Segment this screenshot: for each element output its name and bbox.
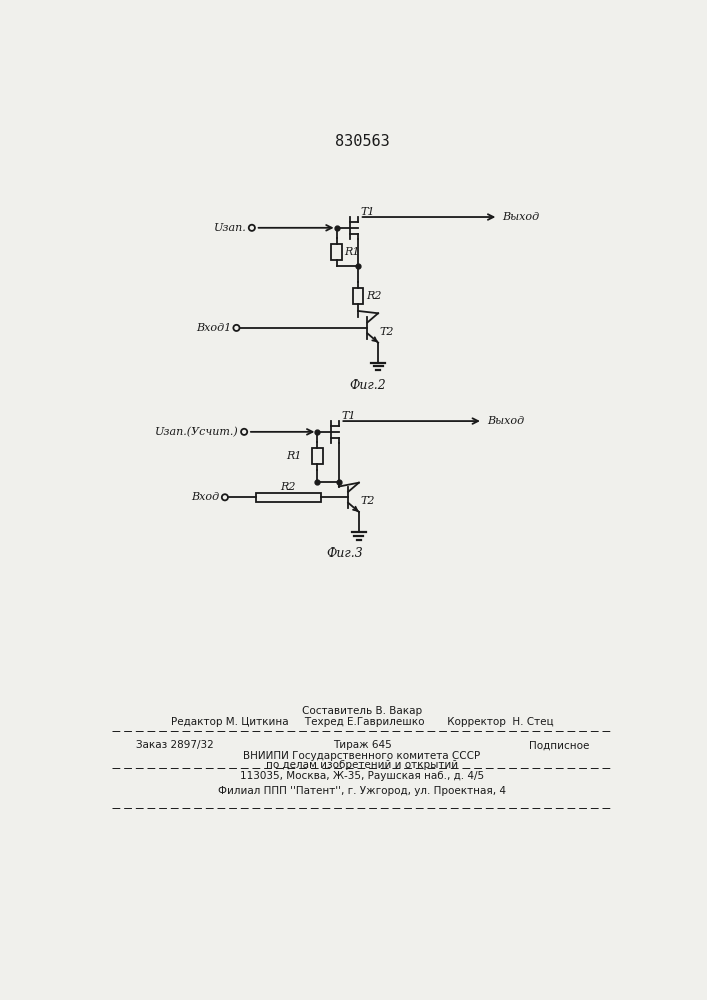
Text: T1: T1 — [341, 411, 356, 421]
Text: Вход: Вход — [192, 492, 219, 502]
Text: Фиг.3: Фиг.3 — [326, 547, 363, 560]
Text: Филиал ППП ''Патент'', г. Ужгород, ул. Проектная, 4: Филиал ППП ''Патент'', г. Ужгород, ул. П… — [218, 786, 506, 796]
Text: Фиг.2: Фиг.2 — [349, 379, 386, 392]
Text: T1: T1 — [361, 207, 375, 217]
Text: Uзап.(Усчит.): Uзап.(Усчит.) — [155, 427, 239, 437]
Text: R1: R1 — [344, 247, 360, 257]
Text: R1: R1 — [286, 451, 302, 461]
Text: Подписное: Подписное — [529, 740, 590, 750]
Text: 113035, Москва, Ж-35, Раушская наб., д. 4/5: 113035, Москва, Ж-35, Раушская наб., д. … — [240, 771, 484, 781]
Bar — [331, 244, 342, 260]
Text: R2: R2 — [281, 482, 296, 492]
Text: Вход1: Вход1 — [196, 323, 231, 333]
Text: T2: T2 — [361, 496, 375, 506]
Text: Заказ 2897/32: Заказ 2897/32 — [136, 740, 214, 750]
Text: Редактор М. Циткина     Техред Е.Гаврилешко       Корректор  Н. Стец: Редактор М. Циткина Техред Е.Гаврилешко … — [170, 717, 554, 727]
Text: Выход: Выход — [502, 212, 539, 222]
Text: T2: T2 — [380, 327, 395, 337]
Text: Составитель В. Вакар: Составитель В. Вакар — [302, 706, 422, 716]
Bar — [256, 493, 321, 502]
Text: Тираж 645: Тираж 645 — [332, 740, 392, 750]
Text: ВНИИПИ Государственного комитета СССР: ВНИИПИ Государственного комитета СССР — [243, 751, 481, 761]
Bar — [353, 288, 363, 304]
Text: по делам изобретений и открытий: по делам изобретений и открытий — [266, 760, 458, 770]
Text: R2: R2 — [366, 291, 381, 301]
Text: Выход: Выход — [486, 416, 524, 426]
Bar — [312, 448, 322, 464]
Text: Uзап.: Uзап. — [214, 223, 247, 233]
Text: 830563: 830563 — [334, 134, 390, 149]
